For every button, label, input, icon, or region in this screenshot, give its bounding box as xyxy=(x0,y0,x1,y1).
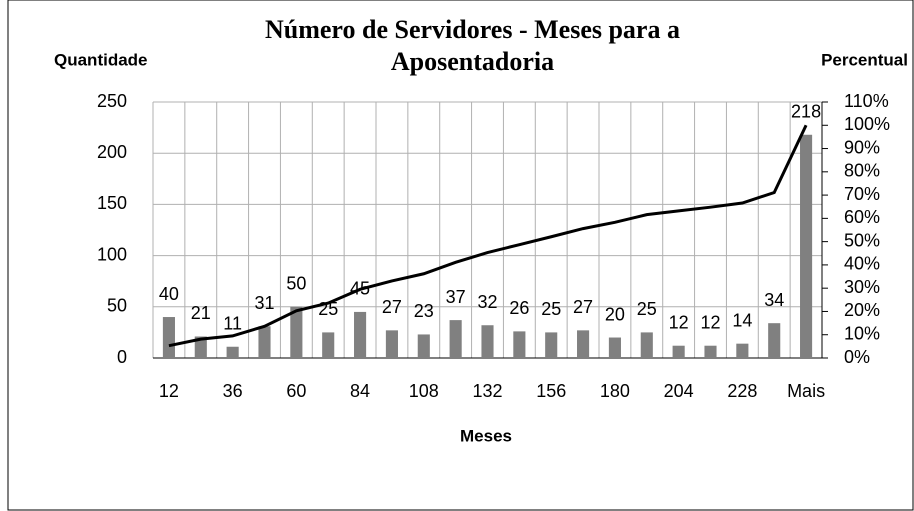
chart-border xyxy=(7,0,914,511)
data-label: 50 xyxy=(286,274,306,294)
y2-tick-label: 100% xyxy=(844,114,890,134)
x-tick-label: 60 xyxy=(286,381,306,401)
bar xyxy=(162,317,175,358)
data-label: 218 xyxy=(791,102,821,122)
y2-tick-label: 50% xyxy=(844,230,880,250)
bar xyxy=(640,332,653,358)
data-label: 12 xyxy=(700,312,720,332)
x-tick-label: 204 xyxy=(664,381,694,401)
y2-tick-label: 90% xyxy=(844,137,880,157)
x-tick-label: 84 xyxy=(350,381,370,401)
bar xyxy=(322,332,335,358)
bar xyxy=(513,331,526,358)
x-tick-label: 36 xyxy=(223,381,243,401)
chart-title: Número de Servidores - Meses para a Apos… xyxy=(265,15,680,76)
data-label: 12 xyxy=(669,312,689,332)
bar xyxy=(577,330,590,358)
y-tick-label: 100 xyxy=(97,244,127,264)
y2-tick-label: 10% xyxy=(844,323,880,343)
x-tick-label: 228 xyxy=(727,381,757,401)
y2-tick-label: 80% xyxy=(844,161,880,181)
bar xyxy=(736,343,749,358)
bar xyxy=(385,330,398,358)
y-tick-label: 50 xyxy=(107,296,127,316)
y2-tick-label: 110% xyxy=(844,91,889,111)
bar xyxy=(226,346,239,358)
bar xyxy=(704,345,717,358)
y2-tick-label: 60% xyxy=(844,207,880,227)
y-tick-label: 250 xyxy=(97,91,127,111)
data-label: 37 xyxy=(446,287,466,307)
data-label: 27 xyxy=(382,297,402,317)
data-label: 25 xyxy=(637,299,657,319)
data-label: 14 xyxy=(732,310,752,330)
bar xyxy=(608,337,621,358)
bar xyxy=(545,332,558,358)
y2-tick-label: 70% xyxy=(844,184,880,204)
data-label: 31 xyxy=(254,293,274,313)
bar xyxy=(290,306,303,358)
data-label: 25 xyxy=(541,299,561,319)
y2-tick-label: 30% xyxy=(844,277,880,297)
y2-tick-label: 20% xyxy=(844,300,880,320)
bar xyxy=(354,311,367,358)
data-label: 20 xyxy=(605,304,625,324)
x-tick-label: 156 xyxy=(536,381,566,401)
data-label: 21 xyxy=(191,303,211,323)
x-tick-label: 12 xyxy=(159,381,179,401)
y-tick-label: 0 xyxy=(117,347,127,367)
y-tick-label: 150 xyxy=(97,193,127,213)
x-axis-title: Meses xyxy=(460,426,512,445)
y-tick-label: 200 xyxy=(97,142,127,162)
x-tick-label: Mais xyxy=(787,381,825,401)
bar xyxy=(258,326,271,358)
bar xyxy=(768,323,781,358)
y2-axis-title: Percentual xyxy=(821,50,908,69)
bar xyxy=(417,334,430,358)
x-tick-label: 132 xyxy=(472,381,502,401)
x-tick-label: 108 xyxy=(409,381,439,401)
data-label: 27 xyxy=(573,297,593,317)
data-label: 11 xyxy=(223,313,242,333)
data-label: 34 xyxy=(764,290,784,310)
bar xyxy=(194,336,207,358)
y2-tick-label: 40% xyxy=(844,254,880,274)
bar xyxy=(449,320,462,358)
y-axis-title: Quantidade xyxy=(54,50,148,69)
bar xyxy=(481,325,494,358)
bar xyxy=(672,345,685,358)
x-tick-label: 180 xyxy=(600,381,630,401)
data-label: 26 xyxy=(509,298,529,318)
bar xyxy=(800,134,813,358)
data-label: 23 xyxy=(414,301,434,321)
data-label: 32 xyxy=(477,292,497,312)
data-label: 40 xyxy=(159,284,179,304)
cumulative-line xyxy=(168,124,808,348)
y2-tick-label: 0% xyxy=(844,347,870,367)
